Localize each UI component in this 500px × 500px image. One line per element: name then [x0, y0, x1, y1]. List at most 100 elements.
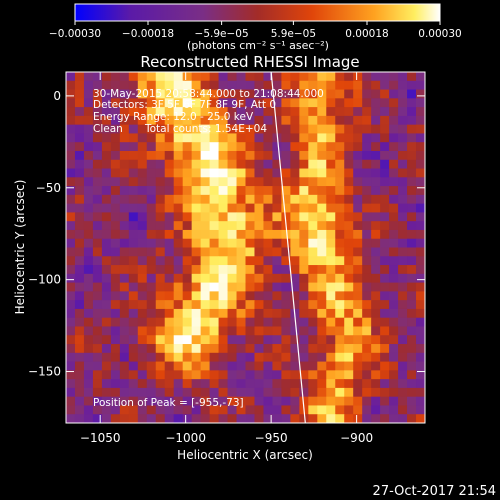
- heatmap-cell: [416, 405, 425, 415]
- heatmap-cell: [245, 168, 255, 178]
- heatmap-cell: [407, 80, 417, 90]
- heatmap-cell: [209, 396, 219, 406]
- heatmap-cell: [281, 379, 291, 389]
- heatmap-cell: [389, 115, 399, 126]
- heatmap-cell: [227, 370, 237, 380]
- heatmap-cell: [389, 282, 399, 292]
- heatmap-cell: [173, 291, 184, 301]
- heatmap-cell: [137, 221, 148, 231]
- heatmap-cell: [137, 396, 148, 406]
- heatmap-cell: [353, 150, 363, 161]
- heatmap-cell: [389, 396, 399, 406]
- heatmap-cell: [245, 335, 255, 345]
- heatmap-cell: [299, 396, 309, 406]
- heatmap-cell: [371, 326, 381, 336]
- heatmap-cell: [407, 212, 417, 222]
- heatmap-cell: [335, 282, 345, 292]
- heatmap-cell: [218, 256, 228, 266]
- heatmap-cell: [326, 115, 336, 126]
- heatmap-cell: [254, 229, 264, 240]
- heatmap-cell: [173, 326, 184, 336]
- heatmap-cell: [128, 317, 139, 327]
- heatmap-cell: [83, 387, 94, 398]
- heatmap-cell: [308, 221, 318, 231]
- heatmap-cell: [326, 221, 336, 231]
- heatmap-cell: [74, 98, 85, 108]
- colorbar-units: (photons cm⁻² s⁻¹ asec⁻²): [187, 39, 329, 52]
- heatmap-cell: [326, 238, 336, 248]
- heatmap-cell: [110, 115, 121, 126]
- heatmap-cell: [317, 107, 327, 117]
- heatmap-cell: [236, 238, 246, 248]
- heatmap-cell: [353, 203, 363, 213]
- heatmap-cell: [128, 291, 139, 301]
- heatmap-cell: [227, 300, 237, 310]
- heatmap-cell: [191, 177, 202, 187]
- heatmap-cell: [200, 115, 211, 126]
- heatmap-cell: [344, 212, 354, 222]
- heatmap-cell: [290, 300, 300, 310]
- heatmap-cell: [209, 142, 219, 152]
- heatmap-cell: [245, 72, 255, 82]
- heatmap-cell: [209, 150, 219, 161]
- heatmap-cell: [290, 396, 300, 406]
- heatmap-cell: [353, 335, 363, 345]
- heatmap-cell: [110, 159, 121, 169]
- heatmap-cell: [155, 142, 166, 152]
- heatmap-cell: [236, 405, 246, 415]
- heatmap-cell: [128, 159, 139, 169]
- heatmap-cell: [218, 168, 228, 178]
- heatmap-cell: [353, 344, 363, 354]
- heatmap-cell: [209, 212, 219, 222]
- heatmap-cell: [290, 273, 300, 284]
- heatmap-cell: [371, 265, 381, 275]
- heatmap-cell: [254, 142, 264, 152]
- heatmap-cell: [227, 150, 237, 161]
- heatmap-cell: [254, 212, 264, 222]
- heatmap-cell: [308, 414, 318, 423]
- heatmap-cell: [416, 107, 425, 117]
- heatmap-cell: [137, 168, 148, 178]
- heatmap-cell: [389, 256, 399, 266]
- heatmap-cell: [254, 291, 264, 301]
- heatmap-cell: [146, 387, 157, 398]
- heatmap-cell: [308, 396, 318, 406]
- heatmap-cell: [308, 124, 318, 134]
- heatmap-cell: [290, 142, 300, 152]
- heatmap-cell: [371, 221, 381, 231]
- heatmap-cell: [344, 326, 354, 336]
- heatmap-cell: [272, 414, 282, 423]
- heatmap-cell: [398, 273, 408, 284]
- heatmap-cell: [182, 247, 193, 257]
- heatmap-cell: [146, 379, 157, 389]
- heatmap-cell: [119, 335, 130, 345]
- heatmap-cell: [245, 194, 255, 205]
- heatmap-cell: [281, 300, 291, 310]
- heatmap-cell: [209, 335, 219, 345]
- heatmap-cell: [371, 168, 381, 178]
- heatmap-cell: [353, 238, 363, 248]
- heatmap-cell: [254, 387, 264, 398]
- heatmap-cell: [344, 282, 354, 292]
- heatmap-cell: [182, 370, 193, 380]
- heatmap-cell: [371, 186, 381, 196]
- heatmap-cell: [371, 282, 381, 292]
- heatmap-cell: [407, 317, 417, 327]
- heatmap-cell: [407, 300, 417, 310]
- heatmap-cell: [308, 291, 318, 301]
- heatmap-cell: [254, 256, 264, 266]
- colorbar-frame: [74, 3, 441, 22]
- heatmap-cell: [236, 80, 246, 90]
- heatmap-cell: [74, 405, 85, 415]
- heatmap-cell: [164, 221, 175, 231]
- heatmap-cell: [182, 326, 193, 336]
- heatmap-cell: [272, 308, 282, 319]
- heatmap-cell: [236, 72, 246, 82]
- heatmap-cell: [182, 352, 193, 362]
- heatmap-cell: [281, 291, 291, 301]
- heatmap-cell: [281, 72, 291, 82]
- heatmap-cell: [245, 203, 255, 213]
- heatmap-cell: [263, 142, 273, 152]
- heatmap-cell: [227, 282, 237, 292]
- heatmap-cell: [182, 124, 193, 134]
